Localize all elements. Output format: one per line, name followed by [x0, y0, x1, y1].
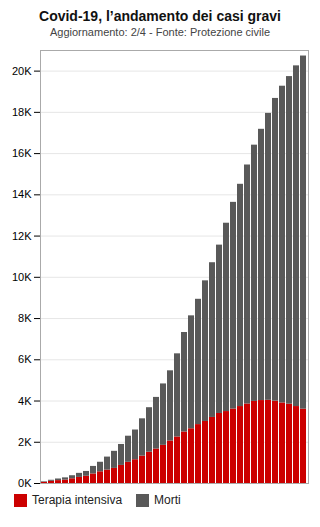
html-text:Morti: Morti	[154, 493, 181, 507]
svg-text:14K: 14K	[12, 188, 32, 200]
svg-text:20K: 20K	[12, 65, 32, 77]
svg-text:0K: 0K	[18, 477, 32, 489]
svg-text:8K: 8K	[18, 312, 32, 324]
svg-text:4K: 4K	[18, 395, 32, 407]
html-text:Aggiornamento: 2/4 - Fonte: Pr: Aggiornamento: 2/4 - Fonte: Protezione c…	[49, 26, 271, 38]
svg-text:2K: 2K	[18, 436, 32, 448]
svg-text:10K: 10K	[12, 271, 32, 283]
svg-text:18K: 18K	[12, 106, 32, 118]
html-text:Covid-19, l’andamento dei casi: Covid-19, l’andamento dei casi gravi	[39, 8, 281, 24]
svg-text:12K: 12K	[12, 230, 32, 242]
svg-text:6K: 6K	[18, 353, 32, 365]
html-text:Terapia intensiva: Terapia intensiva	[32, 493, 123, 507]
svg-text:16K: 16K	[12, 147, 32, 159]
